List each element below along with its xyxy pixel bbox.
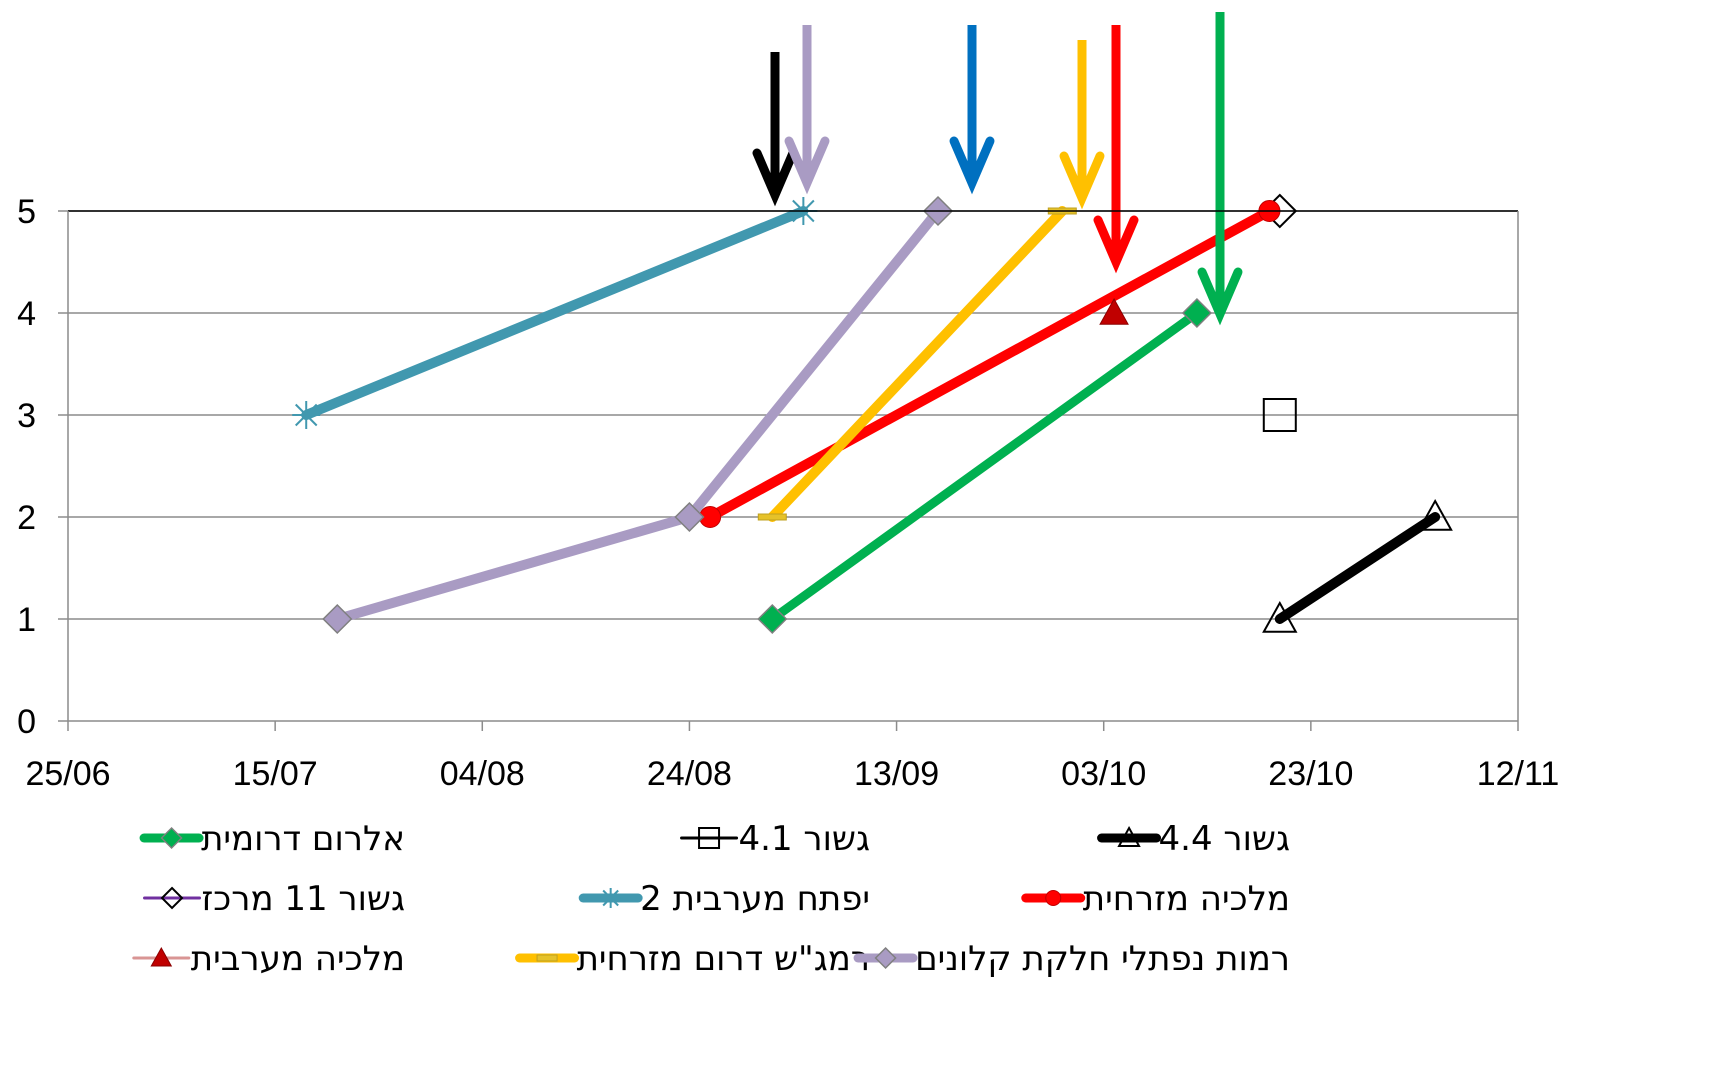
legend-label: אלרום דרומית	[201, 819, 405, 859]
x-tick-label: 12/11	[1477, 755, 1560, 793]
legend-label: רמות נפתלי חלקת קלונים	[915, 939, 1290, 979]
grid-layer	[68, 210, 1518, 620]
series-2	[1262, 498, 1453, 633]
point-marker	[757, 603, 788, 635]
point-marker	[1262, 398, 1297, 432]
legend-item-2: גשור 4.4	[1097, 819, 1290, 859]
arrow-head	[949, 136, 995, 195]
legend-item-4: יפתח מערבית 2	[578, 879, 870, 919]
point-marker	[674, 501, 705, 533]
legend-label: יפתח מערבית 2	[640, 879, 870, 919]
point-marker	[160, 886, 184, 910]
annotation-arrow-4	[1093, 25, 1139, 274]
legend-item-0: אלרום דרומית	[139, 819, 405, 859]
legend-item-1: גשור 4.1	[680, 819, 870, 859]
x-tick-label: 25/06	[25, 755, 110, 793]
point-marker-stroke	[295, 403, 318, 427]
point-marker	[698, 827, 721, 849]
series-line	[767, 308, 1202, 624]
point-marker	[322, 603, 353, 635]
series-0	[757, 297, 1212, 635]
arrow-head	[1093, 215, 1139, 274]
point-marker	[1045, 890, 1062, 906]
annotation-arrow-5	[1197, 12, 1243, 326]
legend-item-5: מלכיה מזרחית	[1021, 879, 1290, 919]
y-tick-label: 4	[17, 295, 36, 333]
series-7	[757, 206, 1077, 522]
point-marker	[160, 826, 183, 850]
point-marker	[1417, 498, 1453, 531]
x-tick-label: 23/10	[1268, 755, 1353, 793]
legend: אלרום דרומית גשור 4.1 גשור 4.4 גשור 11 מרכז…	[132, 819, 1290, 979]
annotation-arrow-3	[1059, 40, 1105, 210]
point-marker	[757, 513, 787, 521]
arrow-head	[1059, 151, 1105, 210]
x-tick-label: 04/08	[440, 755, 525, 793]
x-tick-label: 15/07	[233, 755, 318, 793]
y-tick-label: 2	[17, 499, 36, 537]
series-1	[1262, 398, 1297, 432]
point-marker	[536, 954, 558, 962]
series-layer	[292, 193, 1453, 635]
x-tick-label: 03/10	[1061, 755, 1146, 793]
series-5	[699, 200, 1281, 528]
point-marker	[600, 888, 621, 908]
point-marker	[874, 946, 897, 970]
annotation-arrow-2	[949, 25, 995, 195]
annotation-arrows	[752, 12, 1243, 326]
arrow-head	[752, 148, 798, 207]
axis-layer: 0 1 2 3 4 5 25/06 15/07 04/08 24/08 13/09 03/10 23/1…	[17, 193, 1559, 793]
legend-item-3: גשור 11 מרכז	[143, 879, 405, 919]
point-marker	[1262, 600, 1298, 633]
legend-item-6: מלכיה מערבית	[132, 939, 405, 979]
x-tick-label: 13/09	[854, 755, 939, 793]
series-line	[705, 206, 1275, 522]
point-marker-stroke	[602, 889, 619, 907]
legend-label: מלכיה מזרחית	[1083, 879, 1290, 919]
series-line	[1274, 512, 1441, 624]
legend-label: גשור 4.1	[739, 819, 870, 859]
y-tick-label: 1	[17, 601, 36, 639]
point-marker	[1099, 297, 1129, 325]
legend-label: גשור 4.4	[1159, 819, 1290, 859]
legend-item-8: רמות נפתלי חלקת קלונים	[853, 939, 1290, 979]
y-tick-label: 0	[17, 703, 36, 741]
annotation-arrow-0	[752, 52, 798, 207]
series-8	[322, 195, 954, 635]
series-line	[767, 206, 1068, 522]
point-marker	[1181, 297, 1212, 329]
point-marker	[1117, 825, 1141, 847]
y-tick-label: 3	[17, 397, 36, 435]
legend-label: רמג"ש דרום מזרחית	[577, 939, 870, 979]
x-tick-label: 24/08	[647, 755, 732, 793]
annotation-arrow-1	[784, 25, 830, 195]
series-line	[301, 206, 809, 420]
arrow-head	[1197, 267, 1243, 326]
arrow-head	[784, 136, 830, 195]
point-marker	[150, 946, 173, 967]
legend-label: גשור 11 מרכז	[202, 879, 405, 919]
legend-item-7: רמג"ש דרום מזרחית	[515, 939, 870, 979]
series-6	[1099, 297, 1129, 325]
legend-label: מלכיה מערבית	[191, 939, 405, 979]
point-marker	[292, 401, 321, 429]
y-tick-label: 5	[17, 193, 36, 231]
